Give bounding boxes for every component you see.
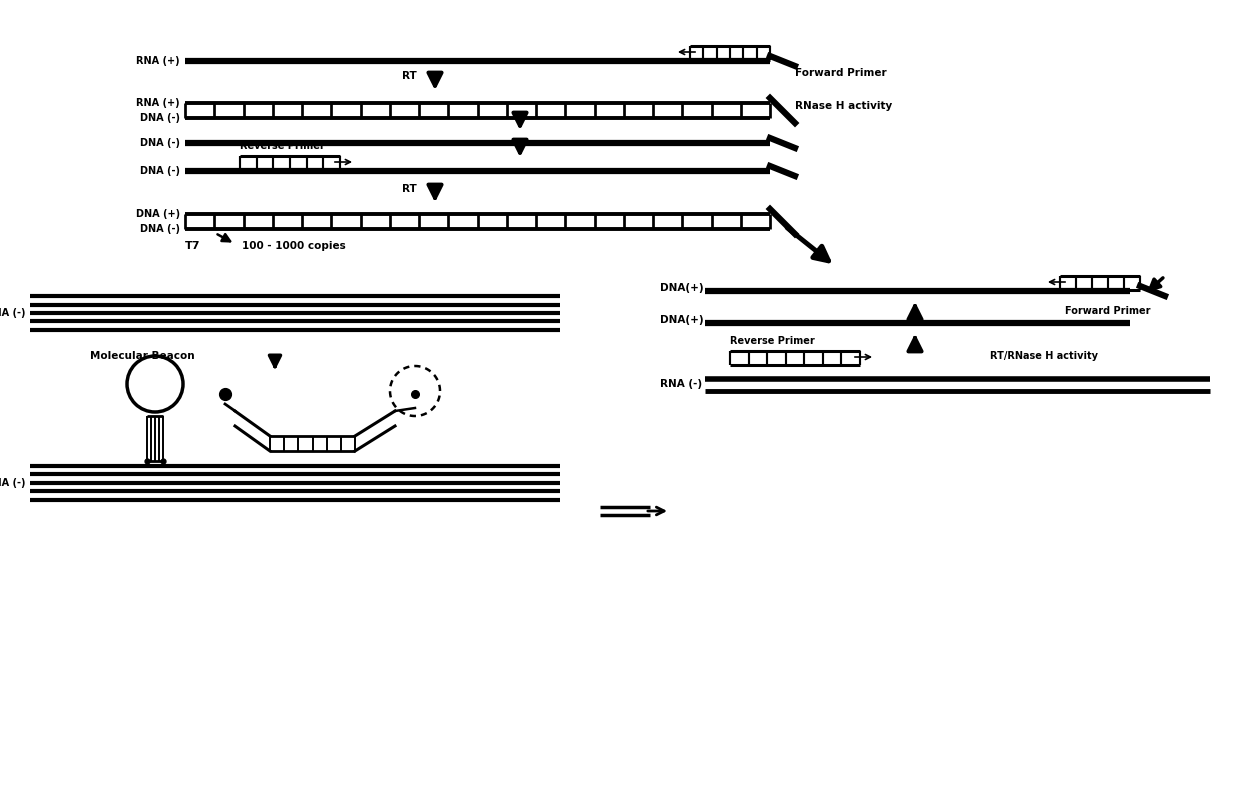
Text: RNA (-): RNA (-) bbox=[0, 478, 25, 488]
Text: DNA (-): DNA (-) bbox=[140, 224, 180, 234]
Text: RNA (+): RNA (+) bbox=[136, 56, 180, 66]
Text: RNA (-): RNA (-) bbox=[0, 308, 25, 318]
Text: RNase H activity: RNase H activity bbox=[795, 101, 893, 111]
Text: Forward Primer: Forward Primer bbox=[795, 68, 887, 78]
Text: DNA (-): DNA (-) bbox=[140, 166, 180, 176]
Text: Reverse Primer: Reverse Primer bbox=[241, 141, 325, 151]
Text: 100 - 1000 copies: 100 - 1000 copies bbox=[242, 241, 346, 251]
Text: DNA (+): DNA (+) bbox=[136, 209, 180, 219]
Text: DNA (-): DNA (-) bbox=[140, 113, 180, 123]
Text: DNA(+): DNA(+) bbox=[660, 283, 703, 293]
Text: RNA (-): RNA (-) bbox=[660, 379, 702, 389]
Text: RNA (+): RNA (+) bbox=[136, 98, 180, 108]
Text: RT: RT bbox=[402, 71, 420, 81]
Text: DNA (-): DNA (-) bbox=[140, 138, 180, 148]
Text: Molecular Beacon: Molecular Beacon bbox=[91, 351, 195, 361]
Text: Reverse Primer: Reverse Primer bbox=[730, 336, 815, 346]
Text: T7: T7 bbox=[185, 241, 201, 251]
Text: RT: RT bbox=[402, 184, 420, 194]
Text: DNA(+): DNA(+) bbox=[660, 315, 703, 325]
Text: Forward Primer: Forward Primer bbox=[1065, 306, 1151, 316]
Text: RT/RNase H activity: RT/RNase H activity bbox=[990, 351, 1097, 361]
